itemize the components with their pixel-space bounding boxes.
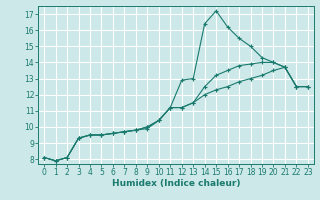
X-axis label: Humidex (Indice chaleur): Humidex (Indice chaleur) <box>112 179 240 188</box>
